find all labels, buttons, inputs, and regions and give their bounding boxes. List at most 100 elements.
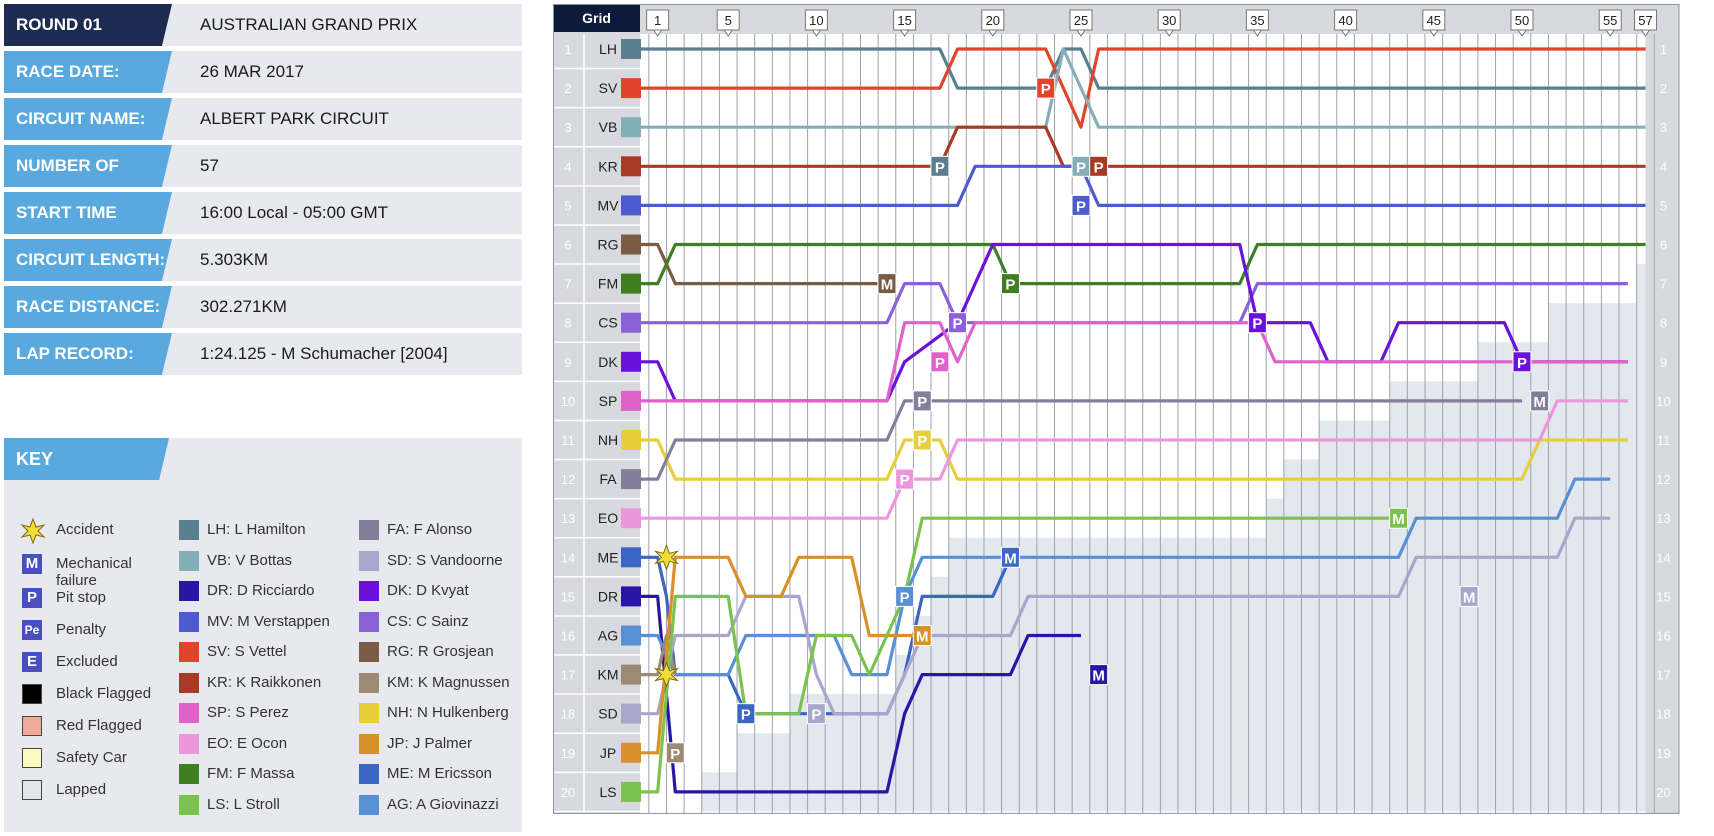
pit-stop-letter: P (1094, 159, 1104, 176)
info-label: LAP RECORD: (4, 333, 172, 375)
pit-stop-icon: P (22, 588, 42, 608)
driver-line-fm (634, 242, 1646, 286)
key-symbol-label: Lapped (56, 781, 107, 798)
excluded-icon: E (22, 652, 42, 672)
lap-tick-pointer (1428, 29, 1439, 37)
info-label: NUMBER OF LAPS: (4, 145, 172, 187)
grid-driver-swatch (621, 781, 641, 802)
info-row: RACE DATE: 26 MAR 2017 (4, 51, 522, 93)
position-number-right: 4 (1660, 159, 1667, 174)
position-number-left: 20 (561, 785, 575, 800)
pit-stop-marker (912, 429, 932, 451)
grid-driver-code: SV (599, 80, 618, 96)
grid-driver-code: JP (600, 745, 616, 761)
grid-driver-swatch (621, 586, 641, 607)
driver-swatch (179, 611, 199, 632)
driver-swatch (359, 733, 379, 754)
position-number-left: 13 (561, 511, 575, 526)
driver-line-sv (634, 47, 1646, 129)
grid-driver-swatch (621, 117, 641, 138)
grid-driver-swatch (621, 469, 641, 490)
pit-stop-marker (912, 390, 932, 412)
driver-key-label: KM: K Magnussen (387, 673, 510, 691)
position-number-left: 2 (564, 81, 571, 96)
round-label: ROUND 01 (4, 4, 172, 46)
position-number-left: 8 (564, 316, 571, 331)
pit-stop-letter: P (900, 472, 910, 489)
grid-driver-swatch (621, 312, 641, 333)
driver-key-label: SD: S Vandoorne (387, 551, 503, 569)
lap-tick-pointer (899, 29, 910, 37)
grid-driver-swatch (621, 664, 641, 685)
pit-stop-letter: P (917, 433, 927, 450)
grid-driver-swatch (621, 273, 641, 294)
driver-swatch (179, 733, 199, 754)
pit-stop-letter: P (917, 394, 927, 411)
lap-tick-pointer (652, 29, 663, 37)
info-label: RACE DISTANCE: (4, 286, 172, 328)
event-name: AUSTRALIAN GRAND PRIX (200, 15, 418, 34)
position-number-right: 5 (1660, 198, 1667, 213)
position-number-right: 8 (1660, 316, 1667, 331)
info-value: 5.303KM (200, 250, 269, 269)
mechanical-failure-marker (877, 273, 897, 295)
info-value: 26 MAR 2017 (200, 62, 304, 81)
pit-stop-letter: P (1041, 81, 1051, 98)
lap-tick-pointer (1252, 29, 1263, 37)
pit-stop-marker (930, 155, 950, 177)
lap-tick-pointer (1640, 29, 1651, 37)
position-number-left: 5 (564, 198, 571, 213)
info-value: 16:00 Local - 05:00 GMT (200, 203, 389, 222)
grid-driver-code: KR (598, 158, 617, 174)
mechanical-failure-icon: M (22, 554, 42, 574)
key-symbol-label: Red Flagged (56, 717, 142, 734)
grid-driver-code: LH (599, 41, 617, 57)
info-label: RACE DATE: (4, 51, 172, 93)
driver-key-label: ME: M Ericsson (387, 765, 493, 782)
lap-tick-label: 35 (1250, 13, 1264, 28)
position-number-left: 10 (561, 394, 575, 409)
mechanical-failure-marker (1530, 390, 1550, 412)
driver-key-label: SV: S Vettel (207, 643, 287, 660)
info-label: START TIME (4, 192, 172, 234)
driver-swatch (359, 581, 379, 601)
race-info-panel: ROUND 01 AUSTRALIAN GRAND PRIX RACE DATE… (4, 4, 522, 380)
position-number-left: 6 (564, 238, 571, 253)
pit-stop-marker (1247, 312, 1267, 334)
lap-tick-label: 5 (725, 13, 732, 28)
driver-swatch (359, 703, 379, 723)
mechanical-failure-marker (1089, 664, 1109, 686)
info-label: CIRCUIT NAME: (4, 98, 172, 140)
pit-stop-marker (806, 703, 826, 725)
pit-stop-letter: P (900, 589, 910, 606)
grid-driver-swatch (621, 430, 641, 450)
driver-swatch (179, 550, 199, 571)
finish-column-background (1645, 4, 1680, 814)
grid-driver-swatch (621, 547, 641, 568)
lap-tick-label: 57 (1638, 13, 1652, 28)
driver-line-eo (634, 399, 1628, 520)
position-number-right: 1 (1660, 42, 1667, 57)
driver-key-label: DR: D Ricciardo (207, 582, 315, 599)
mechanical-failure-letter: M (1092, 668, 1105, 685)
driver-line-sd (634, 516, 1611, 716)
mechanical-failure-marker (1459, 585, 1479, 607)
safety-car-icon (22, 748, 42, 768)
info-row-round: ROUND 01 AUSTRALIAN GRAND PRIX (4, 4, 522, 46)
mechanical-failure-marker (1000, 546, 1020, 568)
position-number-right: 3 (1660, 120, 1667, 135)
driver-line-sp (634, 321, 1628, 403)
driver-key-label: FM: F Massa (207, 765, 295, 782)
lap-tick-pointer (987, 29, 998, 37)
lap-chart: Grid 1 5 10 15 20 25 30 35 40 45 50 55 571 12 23 34 45 56 6… (553, 4, 1713, 814)
position-number-right: 11 (1657, 433, 1671, 448)
key-symbol-label: Pit stop (56, 589, 107, 606)
info-value: 57 (200, 156, 219, 175)
driver-key-label: LS: L Stroll (207, 795, 280, 813)
driver-key-label: KR: K Raikkonen (207, 673, 322, 691)
mechanical-failure-marker (1389, 507, 1409, 529)
driver-swatch (359, 520, 379, 540)
pit-stop-letter: P (741, 707, 751, 724)
driver-key-label: NH: N Hulkenberg (387, 704, 509, 721)
driver-swatch (179, 642, 199, 662)
